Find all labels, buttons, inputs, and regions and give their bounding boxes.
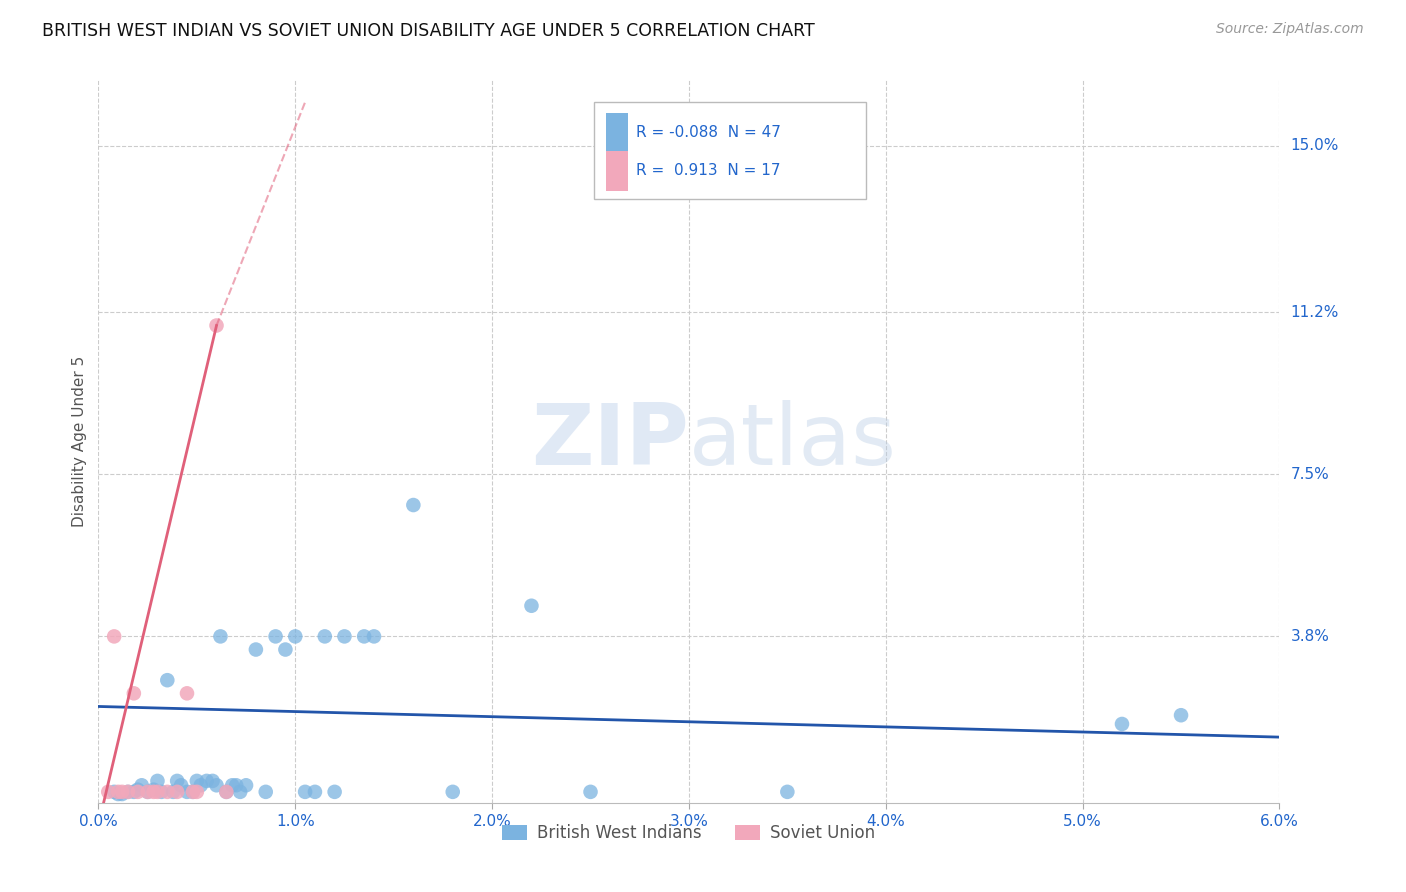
FancyBboxPatch shape [606,112,627,153]
Point [333,629,356,643]
Point [284,629,307,643]
Point [181,785,204,799]
Point [136,785,159,799]
Point [117,785,139,799]
Point [215,785,238,799]
Point [166,773,188,788]
Text: atlas: atlas [689,400,897,483]
Point [181,785,204,799]
Y-axis label: Disability Age Under 5: Disability Age Under 5 [72,356,87,527]
Point [176,686,198,700]
Point [111,785,134,799]
Point [304,785,326,799]
Point [131,778,153,792]
Point [156,785,179,799]
Point [205,318,228,333]
Text: BRITISH WEST INDIAN VS SOVIET UNION DISABILITY AGE UNDER 5 CORRELATION CHART: BRITISH WEST INDIAN VS SOVIET UNION DISA… [42,22,815,40]
Point [221,778,243,792]
Point [201,773,224,788]
Point [150,785,173,799]
Point [209,629,232,643]
Point [274,642,297,657]
Point [1111,717,1133,731]
Point [166,785,188,799]
Text: 3.8%: 3.8% [1291,629,1330,644]
Point [122,686,145,700]
Point [107,787,129,801]
Point [314,629,336,643]
Point [520,599,543,613]
Point [107,785,129,799]
Point [142,785,165,799]
Point [205,778,228,792]
Point [162,785,184,799]
FancyBboxPatch shape [595,102,866,200]
Point [146,773,169,788]
Text: 11.2%: 11.2% [1291,305,1339,320]
Point [254,785,277,799]
Point [127,785,149,799]
Point [264,629,287,643]
Point [142,782,165,797]
Text: ZIP: ZIP [531,400,689,483]
Point [215,785,238,799]
FancyBboxPatch shape [606,151,627,191]
Point [190,778,212,792]
Point [229,785,252,799]
Point [122,785,145,799]
Point [235,778,257,792]
Point [176,785,198,799]
Point [579,785,602,799]
Point [1170,708,1192,723]
Point [353,629,375,643]
Point [776,785,799,799]
Point [294,785,316,799]
Point [186,773,208,788]
Legend: British West Indians, Soviet Union: British West Indians, Soviet Union [496,817,882,848]
Point [156,673,179,688]
Point [97,785,120,799]
Point [186,785,208,799]
Point [245,642,267,657]
Text: R = -0.088  N = 47: R = -0.088 N = 47 [636,125,780,140]
Point [136,785,159,799]
Text: 7.5%: 7.5% [1291,467,1329,482]
Point [170,778,193,792]
Point [323,785,346,799]
Text: 15.0%: 15.0% [1291,138,1339,153]
Point [127,782,149,797]
Point [195,773,218,788]
Point [363,629,385,643]
Point [117,785,139,799]
Point [146,785,169,799]
Point [402,498,425,512]
Text: Source: ZipAtlas.com: Source: ZipAtlas.com [1216,22,1364,37]
Point [103,629,125,643]
Point [225,778,247,792]
Text: R =  0.913  N = 17: R = 0.913 N = 17 [636,163,780,178]
Point [103,785,125,799]
Point [441,785,464,799]
Point [111,787,134,801]
